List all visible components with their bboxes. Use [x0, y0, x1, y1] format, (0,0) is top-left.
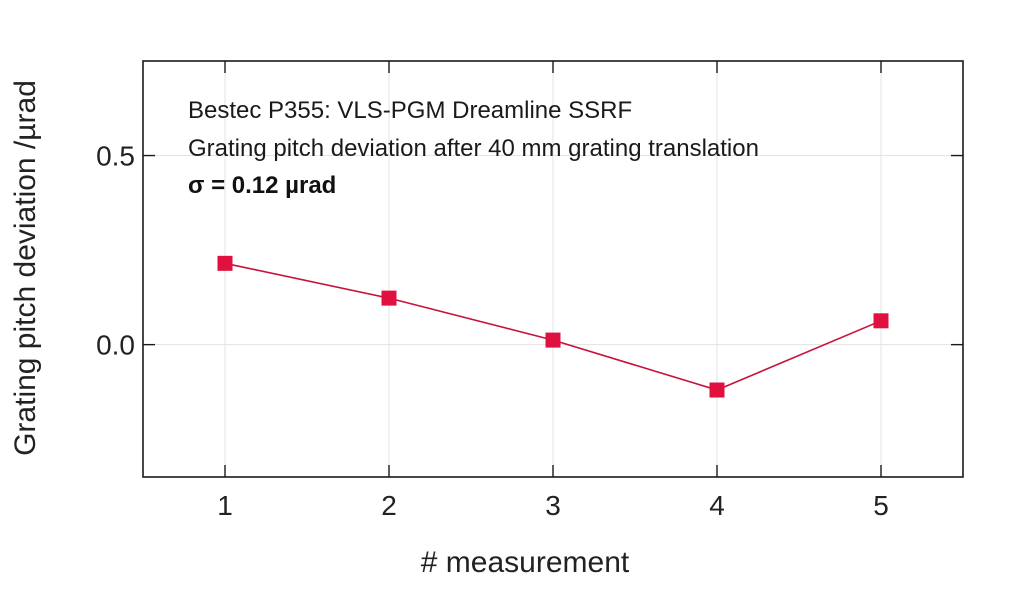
annotation-line-1: Bestec P355: VLS-PGM Dreamline SSRF: [188, 97, 632, 124]
data-point-2: [381, 290, 397, 306]
data-point-4: [709, 382, 725, 398]
x-tick-label-4: 4: [709, 490, 725, 521]
y-tick-label-2: 0.5: [96, 141, 135, 172]
x-axis-label: # measurement: [421, 546, 630, 579]
data-point-5: [873, 313, 889, 329]
data-point-1: [217, 255, 233, 271]
x-tick-label-2: 2: [381, 490, 397, 521]
x-tick-label-1: 1: [217, 490, 233, 521]
y-tick-label-1: 0.0: [96, 330, 135, 361]
annotation-sigma: σ = 0.12 µrad: [188, 172, 336, 199]
x-tick-label-3: 3: [545, 490, 561, 521]
x-tick-label-5: 5: [873, 490, 889, 521]
data-series: [217, 255, 889, 398]
axis-ticks: 1 2 3 4 5 0.0 0.5: [96, 61, 963, 521]
data-point-3: [545, 332, 561, 348]
y-axis-label: Grating pitch deviation /µrad: [9, 80, 42, 456]
annotation-line-2: Grating pitch deviation after 40 mm grat…: [188, 135, 759, 162]
